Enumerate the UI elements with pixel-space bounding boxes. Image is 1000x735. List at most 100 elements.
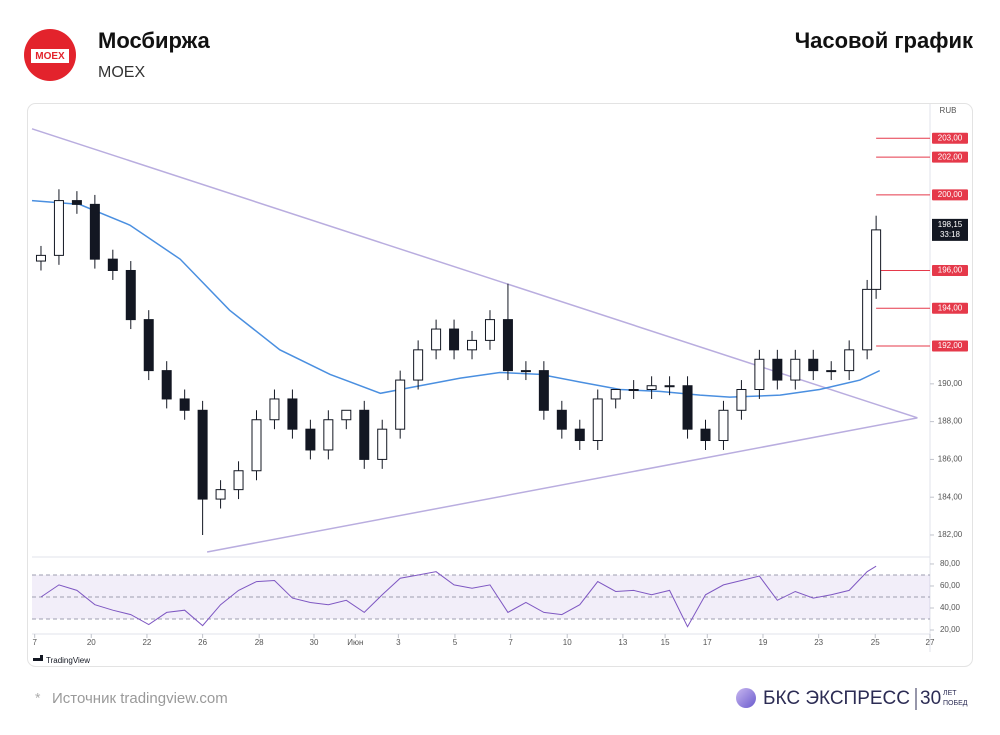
x-tick-label: 17 <box>703 638 712 647</box>
source: Источник tradingview.com <box>52 690 228 707</box>
price-level-label: 200,00 <box>938 190 963 199</box>
trendline <box>31 128 918 419</box>
candle-body <box>395 379 406 430</box>
candle-body <box>862 288 873 351</box>
x-tick-label: 22 <box>142 638 151 647</box>
rsi-line <box>40 565 877 628</box>
candle-body <box>574 428 585 442</box>
candle-body <box>772 358 783 381</box>
candle-body <box>143 319 154 372</box>
candle-body <box>89 203 100 260</box>
candle-body <box>287 398 298 430</box>
candle-body <box>502 319 513 372</box>
rsi-tick-label: 40,00 <box>940 603 961 612</box>
candle-body <box>413 349 424 381</box>
logo-plate <box>31 49 69 63</box>
anniversary: 30 <box>920 688 941 709</box>
currency: RUB <box>940 106 957 115</box>
price-level-label: 192,00 <box>938 341 963 350</box>
chart-kind: Часовой график <box>795 28 974 53</box>
price-level-tag <box>932 264 968 276</box>
candle-body <box>359 409 370 460</box>
candle-body <box>718 409 729 442</box>
y-tick-label: 186,00 <box>938 455 963 464</box>
y-tick-label: 190,00 <box>938 379 963 388</box>
candle-body <box>251 419 262 472</box>
brand: БКС ЭКСПРЕСС <box>763 688 910 709</box>
x-tick-label: 27 <box>926 638 935 647</box>
candle-body <box>682 385 693 430</box>
candle-body <box>179 398 190 411</box>
candle-body <box>664 385 675 388</box>
x-tick-label: 10 <box>563 638 572 647</box>
x-tick-label: Июн <box>347 638 363 647</box>
price-level-tag <box>932 132 968 144</box>
candle-body <box>520 370 531 373</box>
candle-body <box>790 358 801 381</box>
candle-body <box>431 328 442 351</box>
candle-body <box>556 409 567 430</box>
card <box>27 103 973 667</box>
candle-body <box>161 370 172 400</box>
candle-body <box>700 428 711 442</box>
logo-text: MOEX <box>35 51 65 62</box>
candle-body <box>754 358 765 391</box>
x-tick-label: 5 <box>453 638 458 647</box>
candle-body <box>628 389 639 392</box>
y-tick-label: 182,00 <box>938 530 963 539</box>
candle-body <box>844 349 855 372</box>
x-tick-label: 19 <box>759 638 768 647</box>
last-price-label: 198,15 <box>938 220 963 229</box>
candle-body <box>377 428 388 460</box>
rsi-tick-label: 60,00 <box>940 581 961 590</box>
anniversary-top: ЛЕТ <box>943 690 957 697</box>
candle-body <box>871 229 882 290</box>
candle-body <box>197 409 208 500</box>
candle-body <box>35 254 46 262</box>
price-level-label: 203,00 <box>938 133 963 142</box>
price-level-tag <box>932 340 968 352</box>
x-tick-label: 25 <box>871 638 880 647</box>
y-tick-label: 184,00 <box>938 492 963 501</box>
last-price-tag <box>932 218 968 241</box>
candle-body <box>269 398 280 421</box>
subtitle: MOEX <box>98 64 145 81</box>
candle-body <box>484 319 495 341</box>
candle-body <box>610 389 621 400</box>
anniversary-bottom: ПОБЕД <box>943 700 968 707</box>
candle-body <box>215 489 226 500</box>
rsi-tick-label: 20,00 <box>940 625 961 634</box>
candle-body <box>305 428 316 451</box>
candle-body <box>467 339 478 351</box>
x-tick-label: 13 <box>618 638 627 647</box>
candle-body <box>341 409 352 421</box>
watermark-icon <box>33 655 43 661</box>
moving-average <box>31 199 881 398</box>
y-tick-label: 188,00 <box>938 417 963 426</box>
price-level-tag <box>932 151 968 163</box>
x-tick-label: 30 <box>310 638 319 647</box>
candle-body <box>808 358 819 372</box>
candle-body <box>323 419 334 451</box>
candle-body <box>538 370 549 411</box>
x-tick-label: 7 <box>508 638 513 647</box>
x-tick-label: 26 <box>198 638 207 647</box>
title: Мосбиржа <box>98 28 211 53</box>
price-level-tag <box>932 302 968 314</box>
candle-body <box>646 385 657 391</box>
rsi-tick-label: 80,00 <box>940 559 961 568</box>
candle-body <box>736 389 747 411</box>
trendline <box>206 417 918 553</box>
price-level-tag <box>932 189 968 201</box>
price-level-label: 194,00 <box>938 303 963 312</box>
price-level-label: 196,00 <box>938 266 963 275</box>
candle-body <box>592 398 603 442</box>
watermark: TradingView <box>46 656 90 665</box>
x-tick-label: 23 <box>814 638 823 647</box>
source-mark: * <box>35 690 41 706</box>
x-tick-label: 3 <box>396 638 401 647</box>
candle-body <box>826 370 837 373</box>
candle-body <box>71 200 82 205</box>
